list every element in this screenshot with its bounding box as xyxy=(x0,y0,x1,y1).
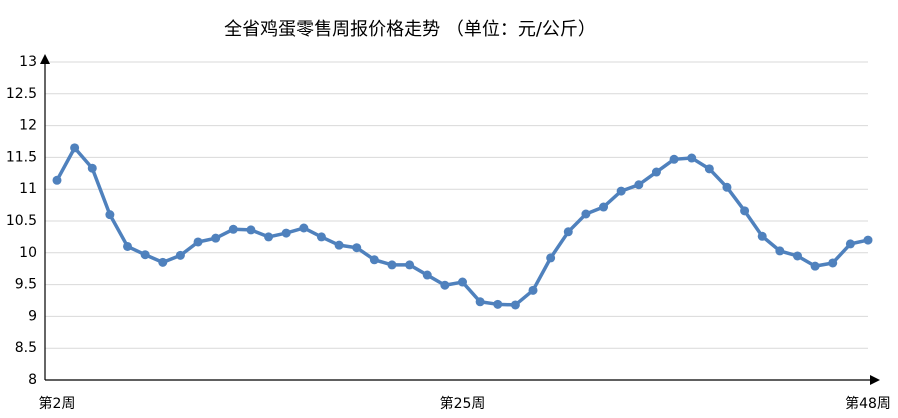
marker xyxy=(369,255,379,265)
marker xyxy=(193,237,203,247)
marker xyxy=(334,240,344,250)
y-axis-arrow xyxy=(40,54,50,64)
marker xyxy=(387,260,397,270)
y-tick-label: 9.5 xyxy=(15,277,37,293)
y-tick-label: 8 xyxy=(28,372,37,388)
marker xyxy=(651,167,661,177)
y-tick-label: 9 xyxy=(28,308,37,324)
chart-title: 全省鸡蛋零售周报价格走势 （单位：元/公斤） xyxy=(224,19,596,40)
marker xyxy=(669,154,679,164)
marker xyxy=(105,210,115,220)
x-axis-arrow xyxy=(870,375,880,385)
x-tick-label: 第48周 xyxy=(845,395,891,412)
marker xyxy=(863,235,873,245)
marker xyxy=(828,258,838,268)
marker xyxy=(845,239,855,249)
marker xyxy=(599,202,609,212)
marker xyxy=(563,227,573,237)
marker xyxy=(422,270,432,280)
marker xyxy=(475,297,485,307)
marker xyxy=(493,299,503,309)
marker xyxy=(757,231,767,241)
grid xyxy=(45,61,868,381)
x-tick-label: 第2周 xyxy=(39,395,76,412)
y-tick-label: 10.5 xyxy=(6,213,37,229)
marker xyxy=(299,223,309,233)
marker xyxy=(510,300,520,310)
marker xyxy=(546,253,556,263)
marker xyxy=(52,175,62,185)
marker xyxy=(158,257,168,267)
y-tick-label: 11 xyxy=(19,181,37,197)
y-tick-label: 13 xyxy=(19,54,37,70)
marker xyxy=(246,225,256,235)
x-tick-label: 第25周 xyxy=(440,395,486,412)
marker xyxy=(704,164,714,174)
marker xyxy=(740,206,750,216)
marker xyxy=(316,232,326,242)
marker xyxy=(175,250,185,260)
marker xyxy=(687,153,697,163)
marker xyxy=(634,180,644,190)
marker xyxy=(616,186,626,196)
marker xyxy=(228,224,238,234)
marker xyxy=(281,228,291,238)
marker xyxy=(211,233,221,243)
y-tick-label: 10 xyxy=(19,245,37,261)
marker xyxy=(775,246,785,256)
marker xyxy=(810,261,820,271)
marker xyxy=(458,277,467,287)
marker xyxy=(792,251,802,261)
marker xyxy=(123,241,133,251)
marker xyxy=(722,182,732,192)
y-tick-label: 11.5 xyxy=(6,149,37,165)
y-tick-label: 12 xyxy=(19,118,37,134)
marker xyxy=(528,285,538,295)
marker xyxy=(352,243,362,253)
marker xyxy=(264,232,274,242)
y-tick-label: 12.5 xyxy=(6,86,37,102)
marker xyxy=(405,260,415,270)
marker xyxy=(140,250,150,260)
marker xyxy=(440,280,450,290)
marker xyxy=(70,143,80,153)
y-tick-label: 8.5 xyxy=(15,340,37,356)
marker xyxy=(581,209,591,219)
marker xyxy=(87,163,97,173)
